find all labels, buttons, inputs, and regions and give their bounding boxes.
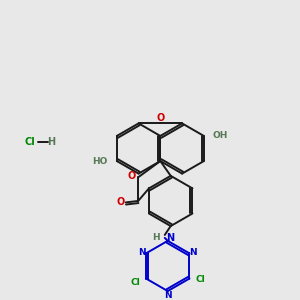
Text: N: N	[164, 291, 172, 300]
Text: N: N	[166, 233, 174, 243]
Text: O: O	[128, 171, 136, 181]
Text: N: N	[189, 248, 197, 257]
Text: HO: HO	[93, 157, 108, 166]
Text: H: H	[47, 137, 55, 147]
Text: N: N	[139, 248, 146, 257]
Text: H: H	[152, 233, 160, 242]
Text: O: O	[116, 197, 124, 207]
Text: OH: OH	[213, 131, 228, 140]
Text: Cl: Cl	[195, 275, 205, 284]
Text: Cl: Cl	[25, 137, 36, 147]
Text: Cl: Cl	[130, 278, 140, 286]
Text: O: O	[156, 113, 164, 123]
